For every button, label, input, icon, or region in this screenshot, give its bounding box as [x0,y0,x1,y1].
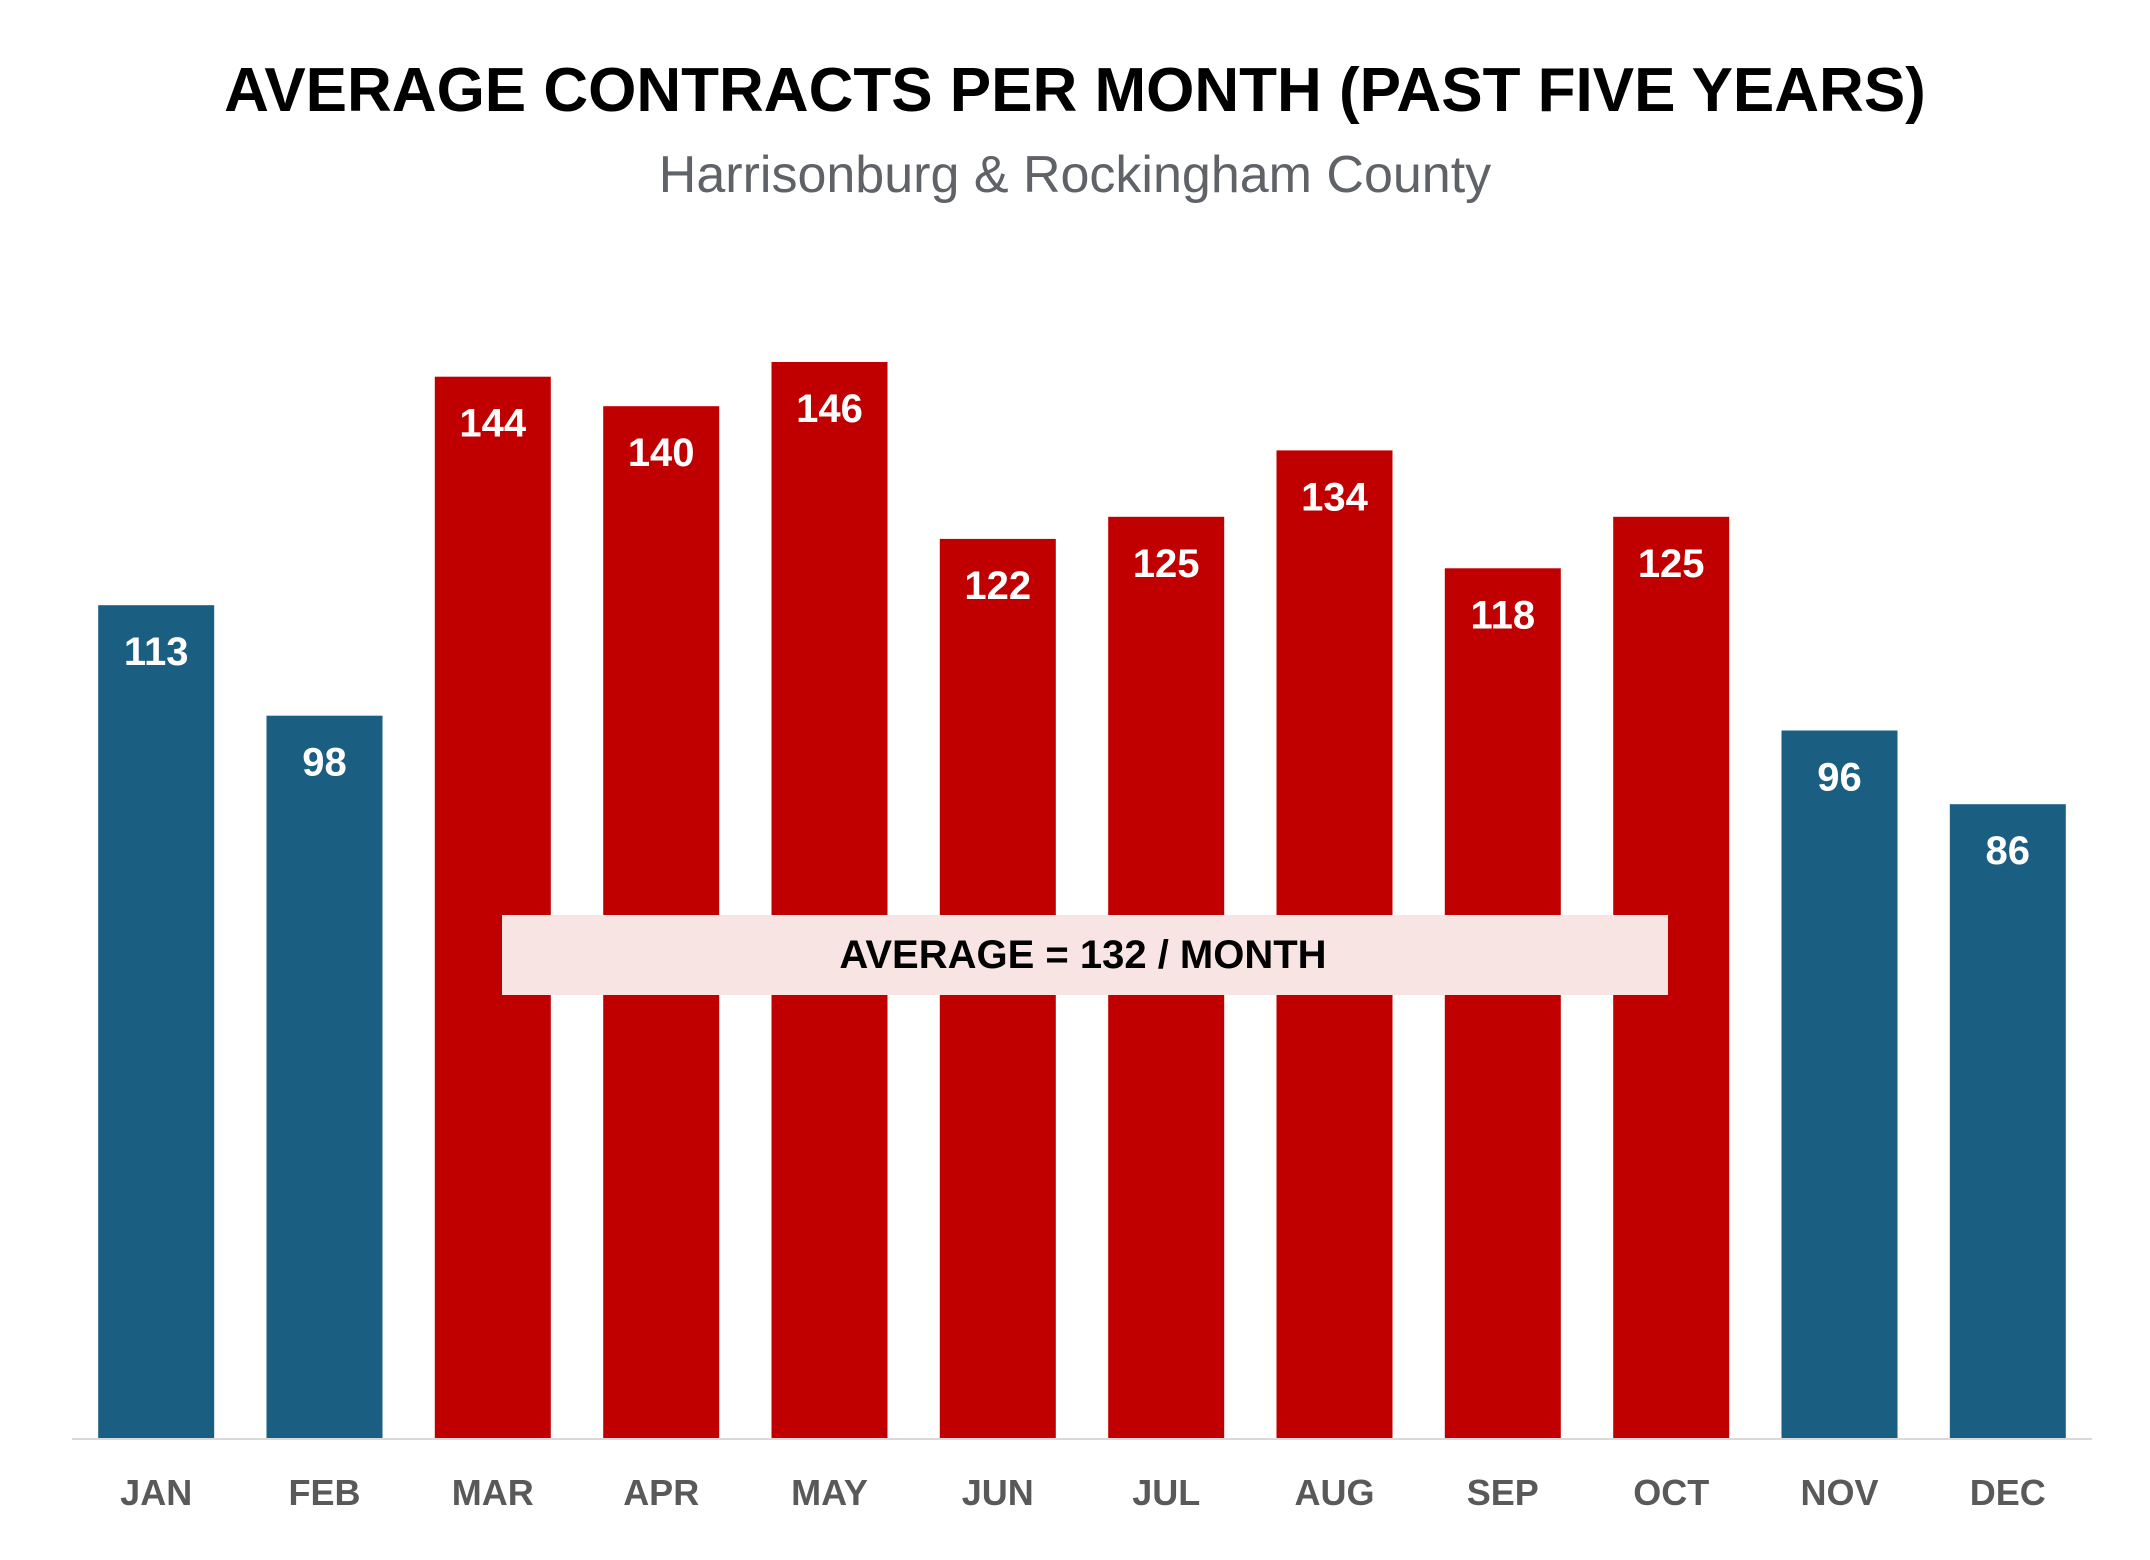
x-tick-label-jun: JUN [962,1472,1034,1513]
x-tick-label-aug: AUG [1295,1472,1375,1513]
bar-nov [1781,730,1898,1438]
x-tick-label-nov: NOV [1800,1472,1878,1513]
average-band-layer: AVERAGE = 132 / MONTH [502,915,1668,995]
data-label-jul: 125 [1133,542,1200,586]
data-label-dec: 86 [1986,829,2031,873]
x-tick-label-mar: MAR [452,1472,534,1513]
x-tick-label-sep: SEP [1467,1472,1539,1513]
average-label: AVERAGE = 132 / MONTH [839,933,1326,977]
bar-mar [434,376,551,1439]
bar-jan [98,605,215,1438]
data-label-nov: 96 [1817,756,1862,800]
x-tick-label-jan: JAN [120,1472,192,1513]
data-label-jun: 122 [964,564,1031,608]
chart-subtitle: Harrisonburg & Rockingham County [658,146,1492,204]
labels-layer: 113 JAN 98 FEB 144 MAR 140 APR 146 MAY 122 JUN 125 JU… [120,387,2046,1513]
chart-title: AVERAGE CONTRACTS PER MONTH (PAST FIVE Y… [224,56,1926,125]
x-tick-label-jul: JUL [1132,1472,1200,1513]
bar-sep [1444,568,1561,1438]
average-band [502,915,1668,995]
x-tick-label-oct: OCT [1633,1472,1709,1513]
data-label-apr: 140 [628,431,695,475]
x-tick-label-may: MAY [791,1472,868,1513]
x-tick-label-dec: DEC [1970,1472,2046,1513]
data-label-sep: 118 [1471,593,1536,637]
bars-layer [98,362,2066,1439]
data-label-jan: 113 [124,630,189,674]
bar-dec [1949,804,2066,1438]
data-label-oct: 125 [1638,542,1705,586]
bar-may [771,362,888,1438]
data-label-aug: 134 [1301,475,1368,519]
bar-feb [266,715,383,1438]
x-tick-label-apr: APR [623,1472,699,1513]
x-tick-label-feb: FEB [289,1472,361,1513]
data-label-feb: 98 [302,741,347,785]
data-label-mar: 144 [459,402,526,446]
data-label-may: 146 [796,387,863,431]
